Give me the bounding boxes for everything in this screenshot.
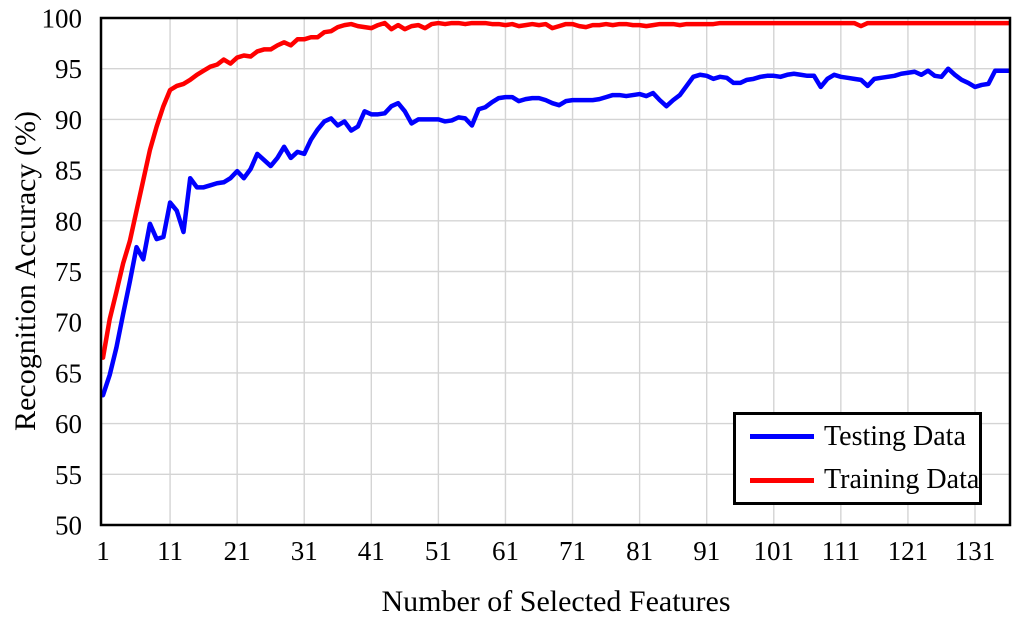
x-tick-label: 61 xyxy=(492,536,519,566)
x-tick-labels: 1 11 21 31 41 51 61 71 81 91 101 111 121 131 xyxy=(96,536,995,566)
y-tick-label: 65 xyxy=(55,358,82,388)
testing-line-swatch xyxy=(750,434,814,440)
legend-label-training: Training Data xyxy=(824,464,980,496)
y-tick-label: 55 xyxy=(55,460,82,490)
x-tick-label: 121 xyxy=(888,536,929,566)
y-tick-label: 75 xyxy=(55,257,82,287)
y-tick-label: 80 xyxy=(55,206,82,236)
x-tick-label: 41 xyxy=(358,536,385,566)
x-tick-label: 31 xyxy=(291,536,318,566)
x-tick-label: 21 xyxy=(224,536,251,566)
series-line-training xyxy=(100,20,1011,360)
series-lines xyxy=(100,20,1011,398)
legend-item-training: Training Data xyxy=(736,466,979,494)
y-axis-title: Recognition Accuracy (%) xyxy=(9,111,42,431)
plot-border xyxy=(99,16,1012,527)
x-tick-label: 81 xyxy=(626,536,653,566)
x-tick-label: 111 xyxy=(822,536,861,566)
plot-border-rect xyxy=(99,16,1012,527)
x-tick-label: 51 xyxy=(425,536,452,566)
y-tick-label: 95 xyxy=(55,54,82,84)
x-tick-label: 101 xyxy=(754,536,795,566)
y-tick-label: 50 xyxy=(55,511,82,541)
legend-label-testing: Testing Data xyxy=(824,420,966,452)
x-tick-label: 71 xyxy=(559,536,586,566)
x-tick-label: 11 xyxy=(157,536,183,566)
x-tick-label: 1 xyxy=(96,536,110,566)
y-tick-label: 90 xyxy=(55,105,82,135)
y-tick-labels: 50 55 60 65 70 75 80 85 90 95 100 xyxy=(42,4,83,541)
x-tick-label: 91 xyxy=(693,536,720,566)
y-tick-label: 70 xyxy=(55,308,82,338)
x-axis-title: Number of Selected Features xyxy=(381,585,731,618)
training-line-swatch xyxy=(750,477,814,483)
legend-item-testing: Testing Data xyxy=(736,420,979,452)
y-tick-label: 100 xyxy=(42,4,83,34)
legend: Testing Data Training Data xyxy=(733,412,982,505)
series-line-testing xyxy=(100,66,1011,398)
y-tick-label: 60 xyxy=(55,409,82,439)
y-tick-label: 85 xyxy=(55,156,82,186)
x-tick-label: 131 xyxy=(955,536,996,566)
